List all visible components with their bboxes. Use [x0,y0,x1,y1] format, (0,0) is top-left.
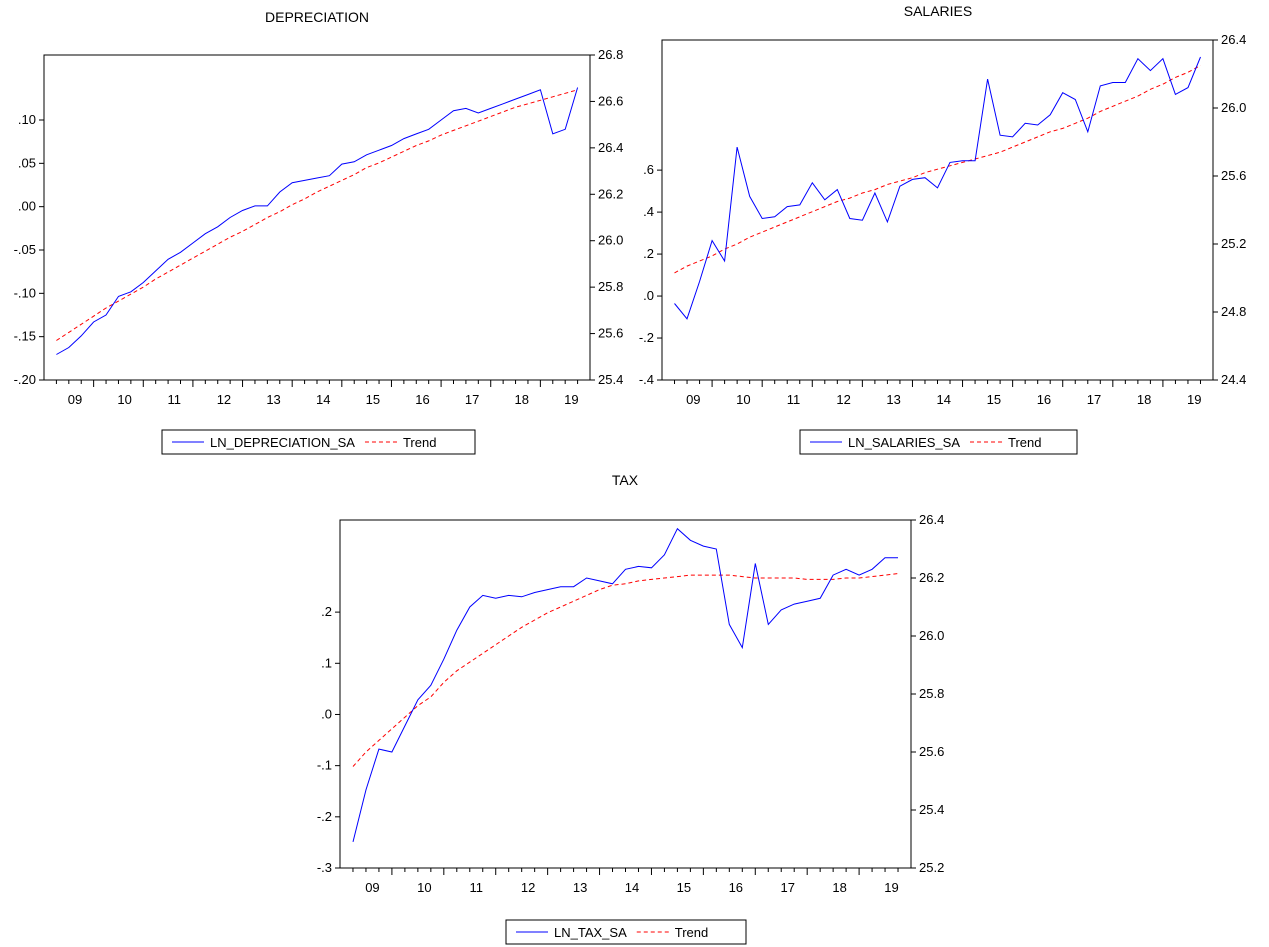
left-tick-label: .10 [18,112,36,127]
series-line-ln-tax-sa [352,527,898,843]
left-tick-label: .0 [321,706,332,721]
legend-box [161,429,476,455]
x-tick-label: 18 [515,392,529,407]
left-tick-label: -.1 [317,758,332,773]
right-tick-label: 26.2 [919,570,944,585]
right-tick-label: 26.0 [919,628,944,643]
left-tick-label: -.4 [639,372,654,387]
right-tick-label: 25.2 [919,860,944,875]
right-tick-label: 25.4 [919,802,944,817]
right-tick-label: 26.0 [598,233,623,248]
x-tick-label: 16 [415,392,429,407]
right-tick-label: 26.4 [919,512,944,527]
legend-label: LN_DEPRECIATION_SA [210,435,355,450]
x-tick-label: 19 [564,392,578,407]
x-tick-label: 18 [832,880,846,895]
x-tick-label: 10 [417,880,431,895]
left-tick-label: .0 [643,288,654,303]
right-tick-label: 25.4 [598,372,623,387]
x-tick-label: 13 [886,392,900,407]
x-tick-label: 12 [521,880,535,895]
left-tick-label: -.05 [14,242,36,257]
chart-title: SALARIES [904,3,972,19]
right-tick-label: 26.4 [1221,32,1246,47]
x-tick-label: 14 [625,880,639,895]
left-tick-label: .1 [321,655,332,670]
x-tick-label: 16 [1037,392,1051,407]
left-tick-label: -.3 [317,860,332,875]
legend-box [799,429,1078,455]
series-line-ln-salaries-sa [674,56,1201,320]
x-tick-label: 12 [836,392,850,407]
left-tick-label: -.20 [14,372,36,387]
left-tick-label: .2 [321,604,332,619]
left-tick-label: .00 [18,199,36,214]
left-tick-label: -.15 [14,329,36,344]
x-tick-label: 10 [736,392,750,407]
plot-area [661,39,1214,381]
x-tick-label: 15 [677,880,691,895]
chart-tax: TAX 09 10 11 12 13 14 15 16 17 18 19 .2 .1 .0 -.1 -.2 -.3… [317,472,944,945]
x-tick-label: 19 [1187,392,1201,407]
x-tick-label: 09 [68,392,82,407]
right-tick-label: 26.6 [598,93,623,108]
right-tick-label: 25.8 [598,279,623,294]
x-tick-label: 14 [316,392,330,407]
x-tick-label: 15 [366,392,380,407]
legend-label: Trend [403,435,436,450]
x-tick-label: 09 [365,880,379,895]
chart-title: DEPRECIATION [265,9,369,25]
x-tick-label: 13 [573,880,587,895]
x-tick-label: 13 [266,392,280,407]
legend-label: Trend [1008,435,1041,450]
left-tick-label: -.2 [639,330,654,345]
right-tick-label: 26.0 [1221,100,1246,115]
right-tick-label: 25.8 [919,686,944,701]
x-tick-label: 11 [168,392,182,407]
legend-label: Trend [675,925,708,940]
x-tick-label: 19 [884,880,898,895]
x-tick-label: 17 [1087,392,1101,407]
left-tick-label: .4 [643,204,654,219]
right-tick-label: 24.8 [1221,304,1246,319]
x-tick-label: 09 [686,392,700,407]
right-tick-label: 26.8 [598,47,623,62]
right-tick-label: 25.6 [1221,168,1246,183]
right-tick-label: 26.4 [598,140,623,155]
chart-salaries: SALARIES 09 10 11 12 13 14 15 16 17 18 19 .6 .4 .2 .0 -.… [639,3,1246,455]
left-tick-label: .05 [18,155,36,170]
right-tick-label: 24.4 [1221,372,1246,387]
legend-label: LN_SALARIES_SA [848,435,960,450]
chart-title: TAX [612,472,639,488]
plot-area [339,519,912,869]
right-tick-label: 25.6 [919,744,944,759]
x-tick-label: 17 [780,880,794,895]
x-tick-label: 17 [465,392,479,407]
left-tick-label: .6 [643,162,654,177]
right-tick-label: 25.6 [598,326,623,341]
series-line-ln-depreciation-sa [56,87,579,355]
left-tick-label: -.10 [14,285,36,300]
series-line-trend [674,65,1201,274]
x-tick-label: 11 [470,880,484,895]
x-tick-label: 16 [729,880,743,895]
x-tick-label: 15 [987,392,1001,407]
legend-label: LN_TAX_SA [554,925,627,940]
right-tick-label: 26.2 [598,186,623,201]
x-tick-label: 18 [1137,392,1151,407]
x-tick-label: 12 [217,392,231,407]
left-tick-label: -.2 [317,809,332,824]
x-tick-label: 14 [937,392,951,407]
plot-area [43,54,591,381]
left-tick-label: .2 [643,246,654,261]
x-tick-label: 11 [787,392,801,407]
x-tick-label: 10 [117,392,131,407]
right-tick-label: 25.2 [1221,236,1246,251]
chart-depreciation: DEPRECIATION 09 10 11 12 13 14 15 16 17 18 19 .10 .05… [14,9,623,455]
